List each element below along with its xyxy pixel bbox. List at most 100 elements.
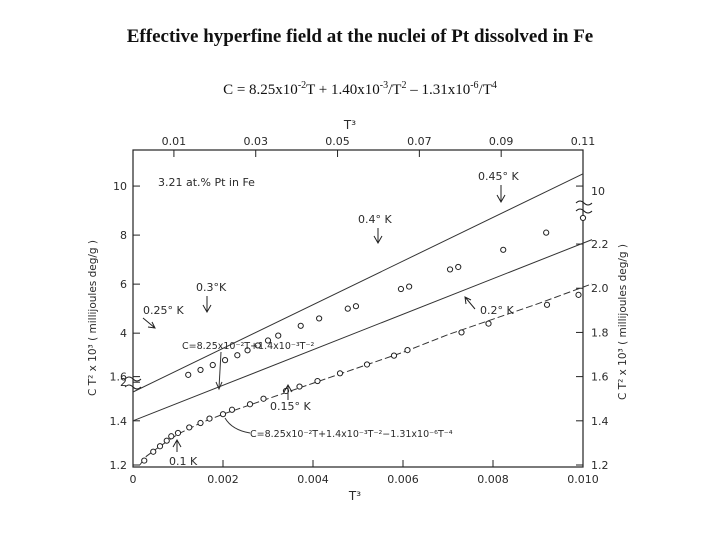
data-point-upper	[455, 263, 462, 271]
data-point-upper	[500, 246, 507, 253]
temperature-arrow	[202, 296, 212, 314]
data-point-lower	[186, 424, 193, 431]
data-point-lower	[296, 383, 303, 390]
data-point-lower	[458, 329, 465, 336]
fit-label-arrowhead	[215, 381, 223, 391]
data-point-upper	[352, 303, 360, 310]
formula-subtitle: C = 8.25x10-2T + 1.40x10-3/T2 – 1.31x10-…	[0, 80, 720, 99]
formula-exponent: 4	[491, 80, 497, 91]
data-point-lower	[150, 448, 157, 455]
right-axis-tick-label: 2.2	[591, 238, 609, 251]
left-axis-tick-label: 1.6	[110, 371, 128, 384]
temperature-arrow	[496, 185, 506, 204]
bottom-axis-tick-label: 0.004	[297, 473, 329, 486]
data-point-lower	[163, 437, 170, 444]
fit-label-three-term: C=8.25x10⁻²T+1.4x10⁻³T⁻²−1.31x10⁻⁶T⁻⁴	[250, 429, 453, 440]
temperature-label: 0.15° K	[270, 400, 311, 413]
data-point-lower	[404, 347, 411, 354]
plot-frame	[132, 149, 584, 468]
temperature-label: 0.45° K	[478, 170, 519, 183]
data-point-lower	[390, 352, 398, 359]
data-point-lower	[141, 457, 148, 464]
data-point-upper	[316, 315, 323, 322]
right-axis-tick-label: 10	[591, 185, 605, 198]
bottom-axis-tick-label: 0.010	[567, 473, 599, 486]
temperature-arrow	[283, 383, 293, 400]
fit-label-two-term: C=8.25x10⁻²T+1.4x10⁻³T⁻²	[182, 341, 315, 352]
data-point-upper	[244, 347, 251, 354]
temperature-arrow	[172, 438, 182, 452]
formula-exponent: 2	[401, 80, 407, 91]
right-axis-label: C T² x 10³ ( millijoules deg/g )	[617, 244, 629, 400]
top-axis-tick-label: 0.09	[489, 135, 514, 148]
top-axis-label: T³	[343, 118, 356, 132]
temperature-label: 0.1 K	[169, 455, 198, 468]
three-term-fit-curve	[139, 283, 593, 466]
top-axis-tick-label: 0.03	[243, 135, 268, 148]
temperature-arrow	[142, 317, 156, 329]
bottom-axis-tick-label: 0.002	[207, 473, 239, 486]
data-point-upper	[209, 361, 216, 369]
data-point-upper	[446, 266, 454, 273]
temperature-label: 0.4° K	[358, 213, 392, 226]
formula-part: /T	[388, 82, 402, 98]
two-term-fit-line	[132, 239, 593, 422]
data-point-lower	[197, 419, 204, 427]
left-axis-break	[124, 376, 142, 382]
fit-label-leader	[218, 351, 222, 389]
temperature-arrow	[373, 228, 383, 245]
data-point-upper	[275, 332, 282, 339]
right-axis-tick-label: 1.8	[591, 326, 609, 339]
right-axis-tick-label: 2.0	[591, 282, 609, 295]
data-point-lower	[219, 411, 227, 418]
data-point-upper	[344, 305, 351, 312]
data-point-upper	[264, 337, 272, 344]
sample-annotation: 3.21 at.% Pt in Fe	[158, 176, 255, 189]
data-point-upper	[579, 214, 587, 222]
left-axis-label: C T² x 10³ ( millijoules deg/g )	[87, 240, 99, 396]
data-point-lower	[156, 443, 164, 450]
data-point-upper	[221, 357, 229, 364]
data-point-upper	[197, 366, 204, 374]
data-point-upper	[297, 322, 304, 329]
data-point-upper	[185, 371, 192, 378]
top-axis-tick-label: 0.01	[162, 135, 187, 148]
right-axis-tick-label: 1.2	[591, 459, 609, 472]
page-title: Effective hyperfine field at the nuclei …	[126, 26, 594, 47]
temperature-label: 0.2° K	[480, 304, 514, 317]
data-point-lower	[260, 395, 267, 402]
left-axis-break	[124, 384, 142, 390]
fit-label-leader	[224, 417, 251, 434]
left-axis-tick-label: 2	[120, 376, 127, 389]
data-point-upper	[254, 342, 261, 349]
left-axis-tick-label: 4	[120, 327, 127, 340]
right-axis-break	[575, 200, 593, 206]
bottom-axis-tick-label: 0.008	[477, 473, 509, 486]
top-axis-tick-label: 0.07	[407, 135, 432, 148]
formula-part: T + 1.40x10	[306, 82, 380, 98]
data-point-lower	[575, 291, 582, 298]
bottom-axis-tick-label: 0.006	[387, 473, 419, 486]
data-point-lower	[336, 370, 344, 377]
temperature-label: 0.25° K	[143, 304, 184, 317]
top-axis-tick-label: 0.11	[571, 135, 596, 148]
data-point-lower	[363, 361, 371, 368]
formula-exponent: -3	[379, 80, 389, 91]
formula-part: /T	[478, 82, 492, 98]
right-axis-tick-label: 1.6	[591, 371, 609, 384]
left-axis-tick-label: 10	[113, 180, 127, 193]
data-point-lower	[246, 401, 254, 408]
top-axis-tick-label: 0.05	[325, 135, 350, 148]
left-axis-tick-label: 8	[120, 229, 127, 242]
temperature-arrow	[464, 296, 476, 310]
right-axis-tick-label: 1.4	[591, 415, 609, 428]
right-axis-break	[575, 208, 593, 214]
data-point-lower	[543, 301, 551, 308]
formula-exponent: -6	[470, 80, 479, 91]
data-point-upper	[397, 285, 405, 293]
data-point-upper	[406, 283, 413, 290]
bottom-axis-label: T³	[348, 489, 361, 503]
bottom-axis-tick-label: 0	[130, 473, 137, 486]
data-point-lower	[314, 377, 321, 385]
